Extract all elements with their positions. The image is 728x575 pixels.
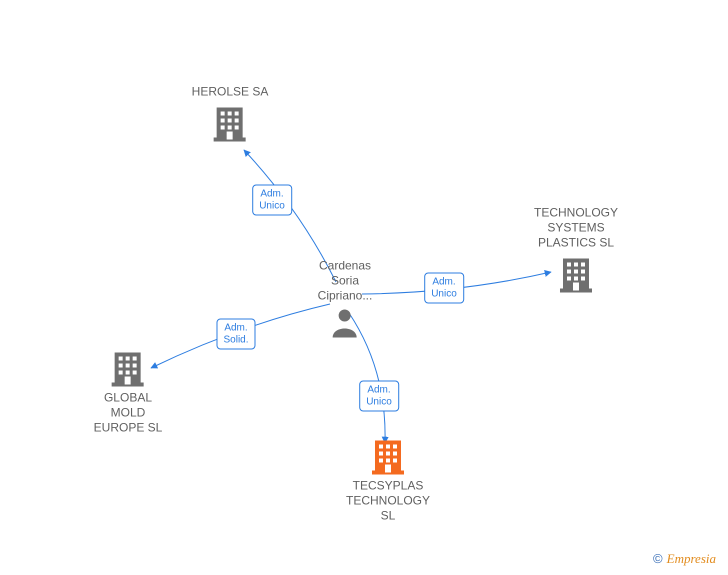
company-node-technology-systems[interactable]: TECHNOLOGY SYSTEMS PLASTICS SL [534,206,618,293]
brand-name: Empresia [667,551,716,566]
company-label: GLOBAL MOLD EUROPE SL [94,391,163,436]
edge-label: Adm. Unico [252,185,292,216]
company-node-herolse[interactable]: HEROLSE SA [192,85,269,142]
company-label: TECSYPLAS TECHNOLOGY SL [346,479,430,524]
company-label: TECHNOLOGY SYSTEMS PLASTICS SL [534,206,618,251]
person-icon [331,308,359,338]
company-node-global-mold[interactable]: GLOBAL MOLD EUROPE SL [94,349,163,436]
company-node-tecsyplas[interactable]: TECSYPLAS TECHNOLOGY SL [346,437,430,524]
watermark: © Empresia [653,551,716,567]
building-icon [192,104,269,142]
copyright-symbol: © [653,551,663,566]
building-icon [534,255,618,293]
person-label: Cardenas Soria Cipriano... [318,259,373,304]
edge-label: Adm. Solid. [216,319,255,350]
company-label: HEROLSE SA [192,85,269,100]
building-icon [94,349,163,387]
person-node-center[interactable]: Cardenas Soria Cipriano... [318,259,373,338]
building-icon [346,437,430,475]
diagram-canvas: Cardenas Soria Cipriano... HEROLSE SA TE… [0,0,728,575]
edge-label: Adm. Unico [359,381,399,412]
edge-label: Adm. Unico [424,273,464,304]
